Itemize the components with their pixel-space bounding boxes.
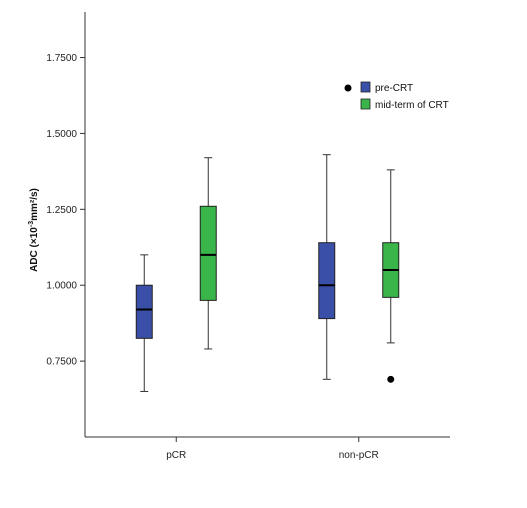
legend-label: mid-term of CRT <box>375 100 449 111</box>
y-tick-label: 0.7500 <box>46 357 77 368</box>
x-tick-label: pCR <box>166 450 186 461</box>
y-tick-label: 1.2500 <box>46 205 77 216</box>
legend-label: pre-CRT <box>375 83 413 94</box>
y-axis-label-tail: mm²/s) <box>29 188 40 221</box>
y-tick-label: 1.0000 <box>46 281 77 292</box>
y-tick-label: 1.7500 <box>46 53 77 64</box>
y-axis-label-main: ADC (×10 <box>29 227 40 272</box>
box-pre-crt-1 <box>318 154 336 380</box>
y-tick-label: 1.5000 <box>46 129 77 140</box>
x-tick-label: non-pCR <box>339 450 379 461</box>
legend-marker-dot <box>344 84 352 92</box>
legend-swatch <box>360 98 371 110</box>
box-pre-crt-0 <box>135 254 153 392</box>
outlier-point <box>387 375 395 383</box>
iqr-box <box>135 284 153 339</box>
axes: 0.7500 1.0000 1.2500 1.5000 1.7500 pCR non-pCR <box>46 12 450 461</box>
legend: pre-CRT mid-term of CRT <box>344 81 449 111</box>
box-mid-term-1 <box>382 169 400 383</box>
boxes <box>135 154 400 392</box>
iqr-box <box>199 205 217 301</box>
y-axis-label: ADC (×10-3mm²/s) <box>28 188 40 272</box>
box-mid-term-0 <box>199 157 217 350</box>
iqr-box <box>318 242 336 320</box>
y-axis-label-sup: -3 <box>28 221 35 227</box>
legend-swatch <box>360 81 371 93</box>
